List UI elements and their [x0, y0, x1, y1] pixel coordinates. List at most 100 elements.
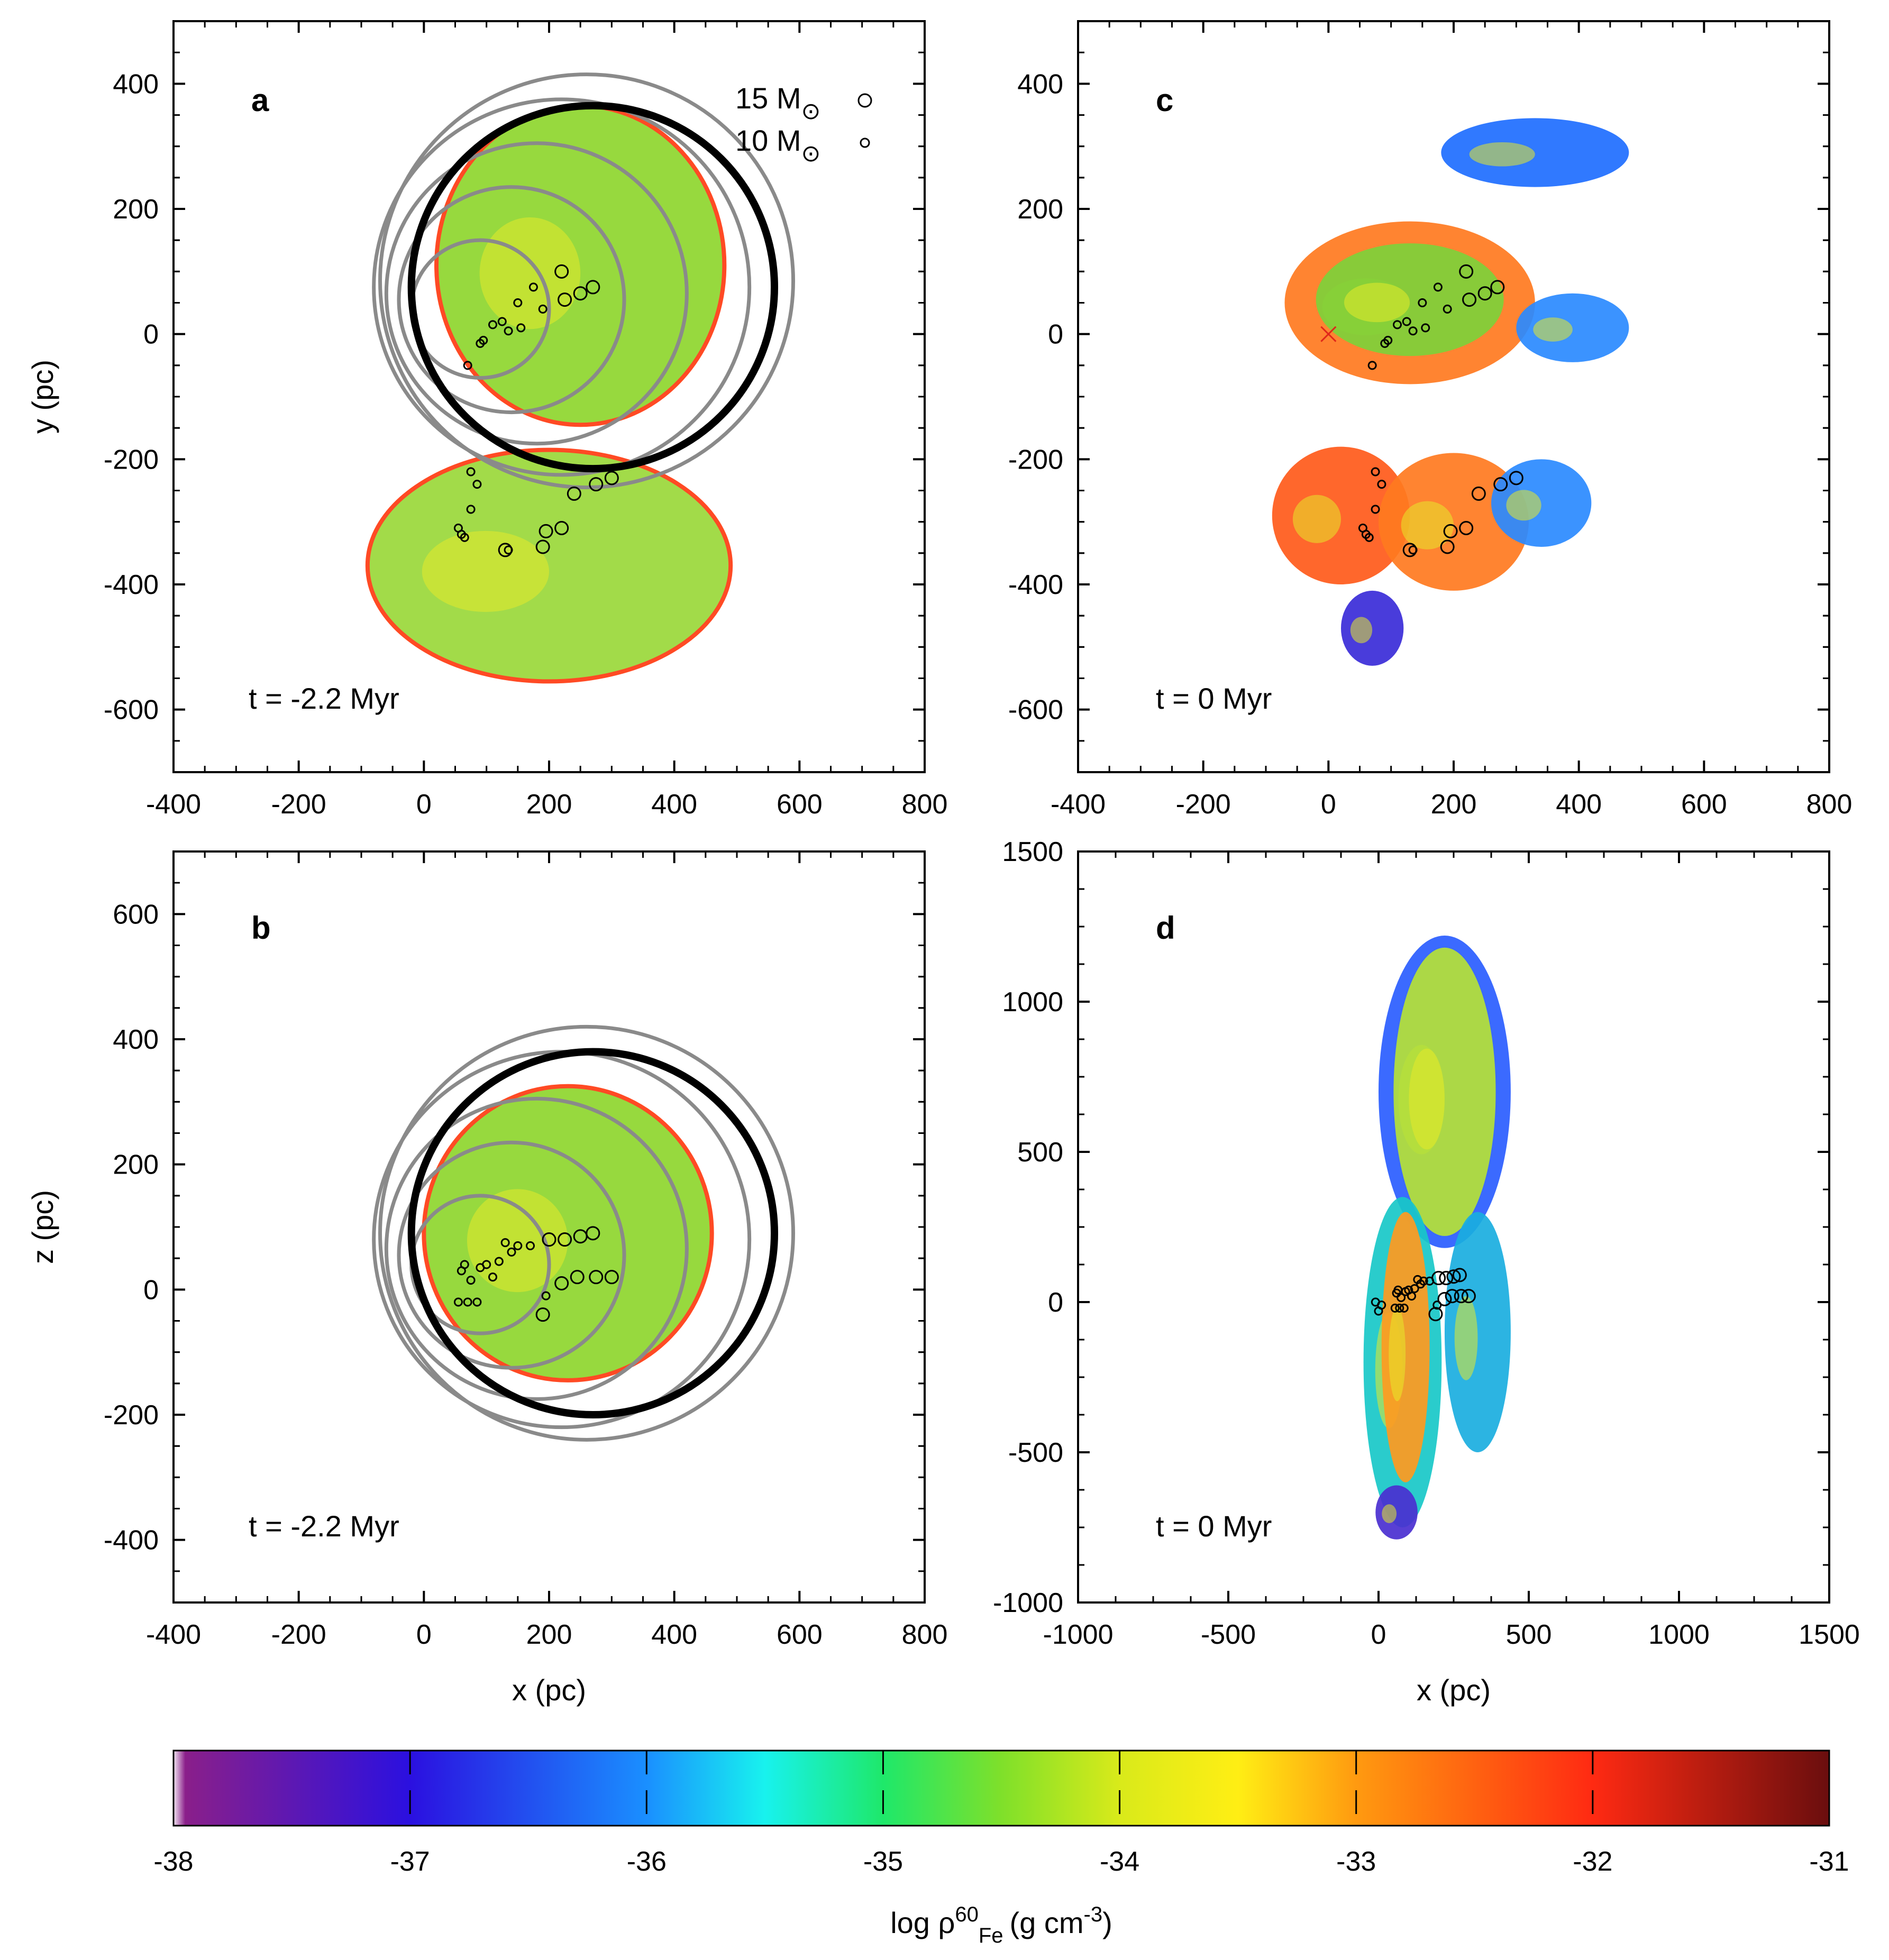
star-marker-15msun [573, 286, 588, 301]
shock-shell-4 [378, 72, 795, 490]
star-marker-10msun [1432, 1300, 1442, 1310]
star-marker-10msun [460, 533, 469, 542]
star-marker-10msun [463, 1297, 472, 1307]
star-marker-10msun [513, 1241, 523, 1250]
panel-a-ticks: -400 -200 0 200 400 600 800 -600 -400 -200 0 200 400 [104, 21, 947, 820]
star-marker-10msun [1443, 304, 1452, 314]
x-tick-label: 0 [416, 789, 432, 820]
x-tick-label: 1000 [1648, 1619, 1710, 1650]
colorbar: -38 -37 -36 -35 -34 -33 -32 -31 log ρ60Fe (g cm-… [153, 1750, 1849, 1947]
star-marker-10msun [463, 361, 472, 370]
colorbar-label: log ρ60Fe (g cm-3) [890, 1903, 1112, 1947]
x-tick-label: 600 [1681, 789, 1727, 820]
density-region-5 [1379, 453, 1529, 591]
star-marker-10msun [1371, 467, 1380, 477]
star-marker-15msun [1439, 1271, 1454, 1286]
star-marker-15msun [535, 539, 550, 554]
star-marker-15msun [1452, 1268, 1467, 1283]
star-marker-10msun [513, 298, 523, 307]
star-marker-15msun [1446, 1269, 1461, 1284]
panel-d-ticks: -1000 -500 0 500 1000 1500 -1000 -500 0 500 1000 15… [993, 837, 1860, 1650]
shock-shell-2 [384, 1096, 689, 1401]
panel-c-letter: c [1156, 83, 1173, 118]
panel-d-plot [1363, 936, 1511, 1540]
star-marker-15msun [1490, 280, 1505, 295]
y-tick-label: -200 [104, 444, 159, 475]
origin-marker [1320, 326, 1337, 342]
star-marker-10msun [494, 1257, 504, 1266]
star-marker-15msun [554, 264, 569, 279]
star-marker-10msun [1416, 1279, 1426, 1289]
star-marker-10msun [1397, 1293, 1406, 1302]
panel-a-legend: 15 M⊙ 10 M⊙ [735, 81, 872, 167]
shock-shell-4 [378, 1024, 795, 1442]
star-marker-10msun [1380, 338, 1390, 348]
panel-c-time-label: t = 0 Myr [1156, 682, 1272, 715]
density-core-4 [1454, 1296, 1478, 1380]
star-marker-15msun [1461, 1289, 1476, 1304]
star-marker-10msun [516, 323, 526, 333]
density-region-1 [1316, 243, 1504, 356]
panel-a: -400 -200 0 200 400 600 800 -600 -400 -200 0 200 400… [26, 20, 947, 820]
density-core-2 [1469, 142, 1535, 167]
x-tick-label: 0 [1321, 789, 1336, 820]
colorbar-tick-label: -31 [1809, 1846, 1849, 1877]
star-marker-10msun [1408, 326, 1418, 336]
x-tick-label: 600 [777, 1619, 823, 1650]
y-tick-label: -500 [1008, 1437, 1063, 1468]
y-tick-label: 0 [1048, 319, 1063, 350]
shock-shell-2 [384, 141, 689, 446]
x-tick-label: 0 [416, 1619, 432, 1650]
x-tick-label: -200 [1176, 789, 1231, 820]
y-tick-label: 200 [113, 1150, 159, 1180]
star-marker-15msun [558, 1232, 572, 1247]
y-tick-label: 1000 [1002, 987, 1063, 1018]
x-tick-label: -200 [271, 1619, 326, 1650]
x-tick-label: 200 [526, 789, 572, 820]
x-tick-label: 0 [1371, 1619, 1386, 1650]
star-marker-10msun [466, 505, 476, 514]
legend-item-15msun: 15 M⊙ [735, 81, 872, 124]
star-marker-10msun [476, 338, 485, 348]
star-marker-10msun [1393, 320, 1402, 329]
star-marker-10msun [1371, 505, 1380, 514]
star-marker-15msun [570, 1270, 585, 1285]
y-tick-label: -400 [104, 1525, 159, 1556]
panel-b-letter: b [251, 910, 271, 946]
panel-c: -400 -200 0 200 400 600 800 -600 -400 -200 0 200 400… [1008, 20, 1852, 820]
star-marker-10msun [1418, 298, 1427, 307]
density-core-7 [1350, 617, 1373, 644]
star-marker-15msun [586, 280, 600, 295]
star-marker-10msun [472, 1297, 482, 1307]
x-tick-label: 200 [1431, 789, 1477, 820]
star-marker-10msun [466, 467, 476, 477]
density-core-1 [1344, 282, 1410, 323]
star-marker-15msun [542, 1232, 556, 1247]
panel-c-ticks: -400 -200 0 200 400 600 800 -600 -400 -200 0 200 400 [1008, 21, 1852, 820]
shock-shell-1 [397, 1140, 626, 1370]
y-tick-label: 400 [113, 69, 159, 99]
x-tick-label: -400 [146, 789, 201, 820]
shock-shell-1 [397, 185, 626, 415]
star-marker-10msun [528, 282, 538, 292]
x-tick-label: 400 [1556, 789, 1602, 820]
star-marker-10msun [500, 1238, 510, 1248]
y-tick-label: -600 [104, 695, 159, 726]
star-marker-10msun [1367, 361, 1377, 370]
x-tick-label: 800 [1806, 789, 1853, 820]
colorbar-tick-label: -33 [1336, 1846, 1376, 1877]
legend-15msun-marker [857, 93, 872, 108]
star-marker-15msun [554, 1276, 569, 1290]
star-marker-10msun [504, 545, 513, 555]
density-core-6 [1506, 490, 1541, 521]
star-marker-15msun [1462, 292, 1477, 307]
x-tick-label: -1000 [1043, 1619, 1114, 1650]
star-marker-10msun [526, 1241, 535, 1250]
legend-10msun-label: 10 M⊙ [735, 124, 820, 167]
star-marker-15msun [589, 1270, 604, 1285]
star-marker-10msun [541, 1291, 551, 1300]
panel-a-ylabel: y (pc) [26, 360, 59, 434]
y-tick-label: -600 [1008, 695, 1063, 726]
star-marker-10msun [497, 317, 507, 326]
density-region-1 [365, 447, 733, 684]
